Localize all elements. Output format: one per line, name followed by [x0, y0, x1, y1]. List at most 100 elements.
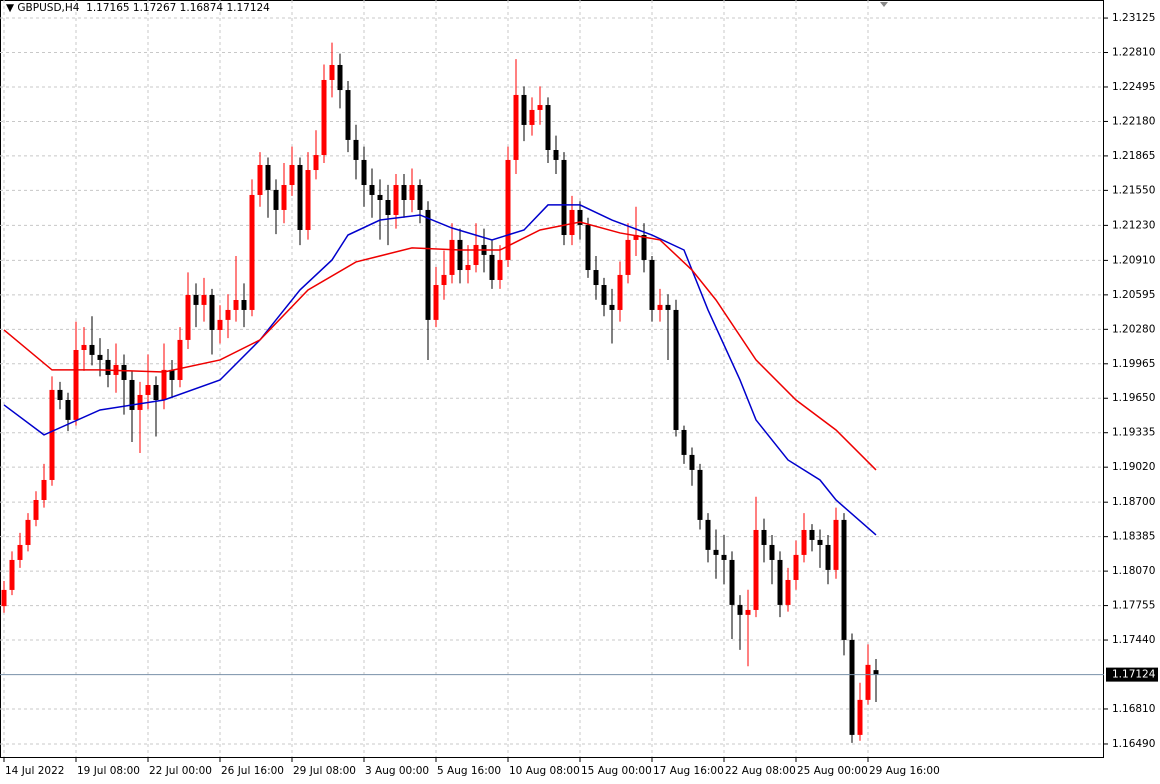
x-tick-label: 17 Aug 16:00: [653, 765, 724, 777]
x-tick-label: 5 Aug 16:00: [437, 765, 501, 777]
candle-body: [857, 699, 863, 735]
candle-body: [809, 529, 815, 540]
candle-body: [433, 285, 439, 320]
candle-body: [121, 364, 127, 380]
candle-body: [537, 105, 543, 110]
candle-body: [489, 254, 495, 280]
candle-body: [697, 469, 703, 520]
candle-body: [465, 264, 471, 271]
y-tick-label: 1.17755: [1112, 600, 1155, 612]
shift-marker: [880, 2, 888, 7]
candle-body: [729, 559, 735, 605]
candle-body: [81, 344, 87, 350]
candle-body: [25, 519, 31, 545]
candle-body: [737, 604, 743, 615]
candle-body: [681, 429, 687, 455]
candle-body: [801, 529, 807, 555]
candle-body: [785, 579, 791, 605]
candle-body: [177, 339, 183, 380]
candle-body: [329, 64, 335, 80]
y-tick-label: 1.21230: [1112, 219, 1155, 231]
candle-body: [825, 544, 831, 570]
candle-body: [593, 270, 599, 286]
candle-body: [577, 209, 583, 225]
candle-body: [721, 554, 727, 560]
candle-body: [457, 239, 463, 271]
candle-body: [289, 164, 295, 186]
candle-body: [673, 309, 679, 430]
moving-average: [3, 204, 877, 536]
candle-body: [145, 385, 151, 395]
y-tick-label: 1.18700: [1112, 496, 1155, 508]
candle-body: [225, 309, 231, 320]
symbol: GBPUSD,H4: [17, 2, 80, 14]
candle-body: [97, 354, 103, 360]
candle-body: [33, 499, 39, 520]
y-tick-label: 1.16810: [1112, 703, 1155, 715]
y-tick-label: 1.20280: [1112, 323, 1155, 335]
candle-body: [449, 239, 455, 275]
candle-body: [201, 294, 207, 305]
candle-body: [609, 304, 615, 310]
candle-body: [617, 274, 623, 310]
candle-body: [505, 159, 511, 260]
y-tick-label: 1.22180: [1112, 115, 1155, 127]
x-tick-label: 22 Aug 08:00: [725, 765, 796, 777]
y-tick-label: 1.18385: [1112, 531, 1155, 543]
y-tick-label: 1.19335: [1112, 427, 1155, 439]
x-tick-label: 10 Aug 08:00: [509, 765, 580, 777]
candle-body: [153, 385, 159, 400]
candle-body: [425, 209, 431, 320]
candle-body: [745, 609, 751, 615]
y-tick-label: 1.20910: [1112, 254, 1155, 266]
candle-body: [393, 185, 399, 215]
y-tick-label: 1.18070: [1112, 565, 1155, 577]
y-tick-label: 1.22495: [1112, 81, 1155, 93]
candle-body: [753, 529, 759, 610]
current-price-box: [1106, 667, 1158, 682]
candle-body: [265, 164, 271, 190]
candle-body: [169, 369, 175, 380]
candle-body: [761, 529, 767, 545]
y-tick-label: 1.19965: [1112, 358, 1155, 370]
candle-body: [793, 554, 799, 580]
y-tick-label: 1.16490: [1112, 738, 1155, 750]
candle-body: [41, 479, 47, 500]
high: 1.17267: [132, 2, 177, 14]
candle-body: [625, 239, 631, 275]
candle-body: [105, 359, 111, 375]
x-tick-label: 22 Jul 00:00: [149, 765, 212, 777]
candle-body: [137, 394, 143, 410]
open: 1.17165: [86, 2, 130, 14]
candle-body: [521, 94, 527, 125]
candle-body: [777, 559, 783, 605]
candle-body: [585, 224, 591, 271]
y-tick-label: 1.21865: [1112, 150, 1155, 162]
candle-body: [185, 294, 191, 340]
candle-body: [217, 319, 223, 330]
candle-body: [473, 244, 479, 265]
moving-average: [3, 221, 877, 471]
candle-body: [233, 299, 239, 310]
candle-body: [529, 109, 535, 125]
chart-header: ▼ GBPUSD,H4 1.17165 1.17267 1.16874 1.17…: [6, 2, 270, 14]
candle-body: [665, 304, 671, 310]
y-tick-label: 1.23125: [1112, 12, 1155, 24]
candle-body: [833, 519, 839, 570]
candle-body: [417, 185, 423, 210]
candle-body: [1, 589, 7, 607]
plot-frame: [0, 0, 1104, 758]
current-price-label: 1.17124: [1112, 669, 1156, 681]
y-tick-label: 1.21550: [1112, 184, 1155, 196]
candle-body: [865, 664, 871, 700]
candle-body: [9, 559, 15, 590]
candle-body: [705, 519, 711, 550]
candle-body: [385, 199, 391, 215]
candle-body: [73, 349, 79, 420]
candle-body: [841, 519, 847, 640]
candle-body: [369, 185, 375, 195]
candle-body: [553, 149, 559, 160]
candle-body: [497, 259, 503, 280]
